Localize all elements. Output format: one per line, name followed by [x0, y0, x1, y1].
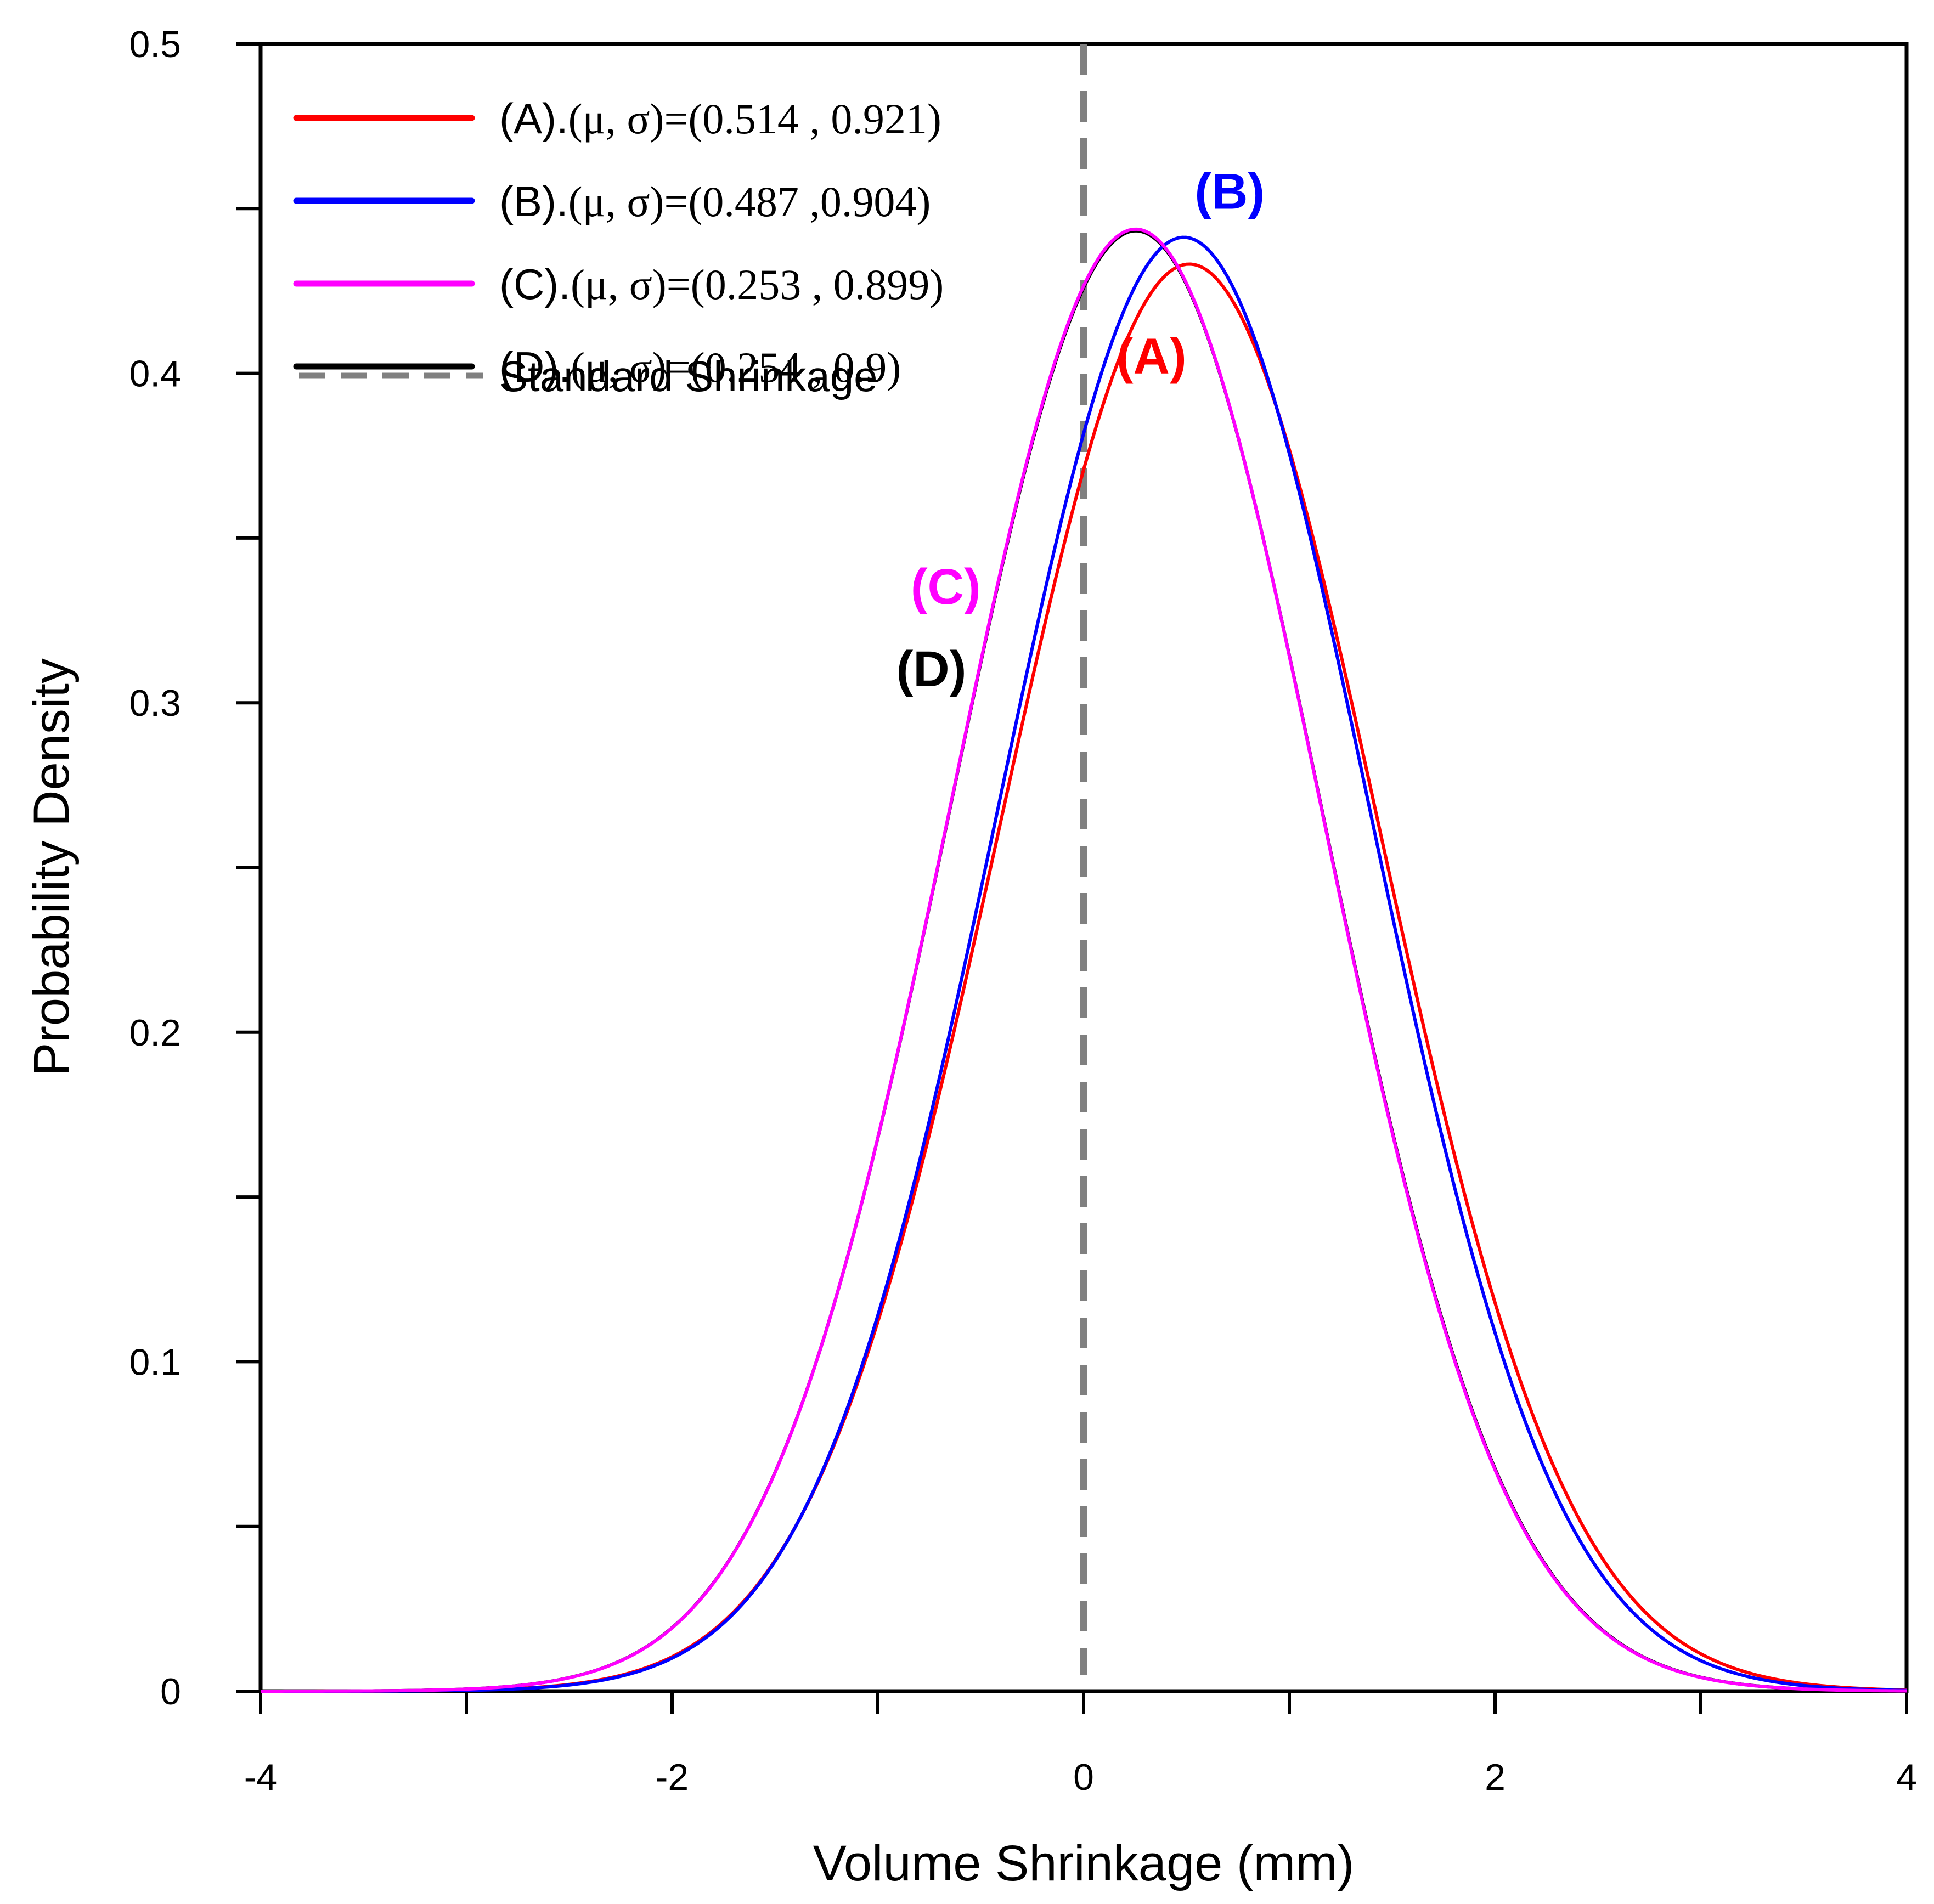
curve-label-c: (C): [911, 559, 981, 615]
y-tick-label: 0.5: [129, 24, 181, 65]
y-axis-ticks: 0 0.1 0.2 0.3 0.4 0.5: [129, 24, 261, 1713]
x-tick-label: 4: [1896, 1756, 1917, 1798]
curve-labels: (A) (B) (C) (D): [896, 163, 1265, 697]
y-tick-label: 0.4: [129, 353, 181, 395]
legend-entry: (C).(μ, σ)=(0.253 , 0.899): [499, 260, 944, 308]
series-line-b: [261, 235, 1907, 1693]
curve-label-a: (A): [1117, 329, 1187, 385]
legend-series-name: (A).: [499, 94, 568, 143]
series-curves: [261, 227, 1907, 1693]
x-tick-label: -4: [244, 1756, 277, 1798]
y-tick-label: 0.2: [129, 1012, 181, 1054]
legend-series-name: (B).: [499, 177, 568, 225]
y-tick-label: 0: [160, 1671, 181, 1713]
curve-label-b: (B): [1194, 163, 1265, 219]
y-axis-title: Probability Density: [24, 658, 80, 1076]
legend-entry: (A).(μ, σ)=(0.514 , 0.921): [499, 94, 941, 143]
legend-entry: (B).(μ, σ)=(0.487 ,0.904): [499, 177, 931, 225]
x-tick-label: 2: [1485, 1756, 1506, 1798]
curve-label-d: (D): [896, 641, 967, 697]
x-tick-label: 0: [1073, 1756, 1094, 1798]
x-axis-title: Volume Shrinkage (mm): [813, 1835, 1355, 1891]
legend-entry: (D).(μ, σ)=(0.254 , 0.9): [499, 343, 901, 391]
x-tick-label: -2: [656, 1756, 689, 1798]
legend-series-params: (μ, σ)=(0.487 ,0.904): [568, 178, 931, 225]
legend-entry-standard-shrinkage: Standard Shrinkage: [499, 352, 877, 400]
legend-series-params: (μ, σ)=(0.514 , 0.921): [568, 95, 941, 143]
y-tick-label: 0.3: [129, 682, 181, 724]
legend-series-name: (D).: [499, 343, 571, 391]
legend: (A).(μ, σ)=(0.514 , 0.921)(B).(μ, σ)=(0.…: [293, 94, 944, 400]
x-axis-ticks: -4 -2 0 2 4: [244, 1691, 1917, 1798]
series-line-c: [261, 227, 1907, 1693]
legend-series-name: (C).: [499, 260, 571, 308]
legend-series-params: (μ, σ)=(0.253 , 0.899): [571, 261, 944, 308]
legend-series-params: (μ, σ)=(0.254 , 0.9): [571, 343, 901, 391]
y-tick-label: 0.1: [129, 1341, 181, 1383]
